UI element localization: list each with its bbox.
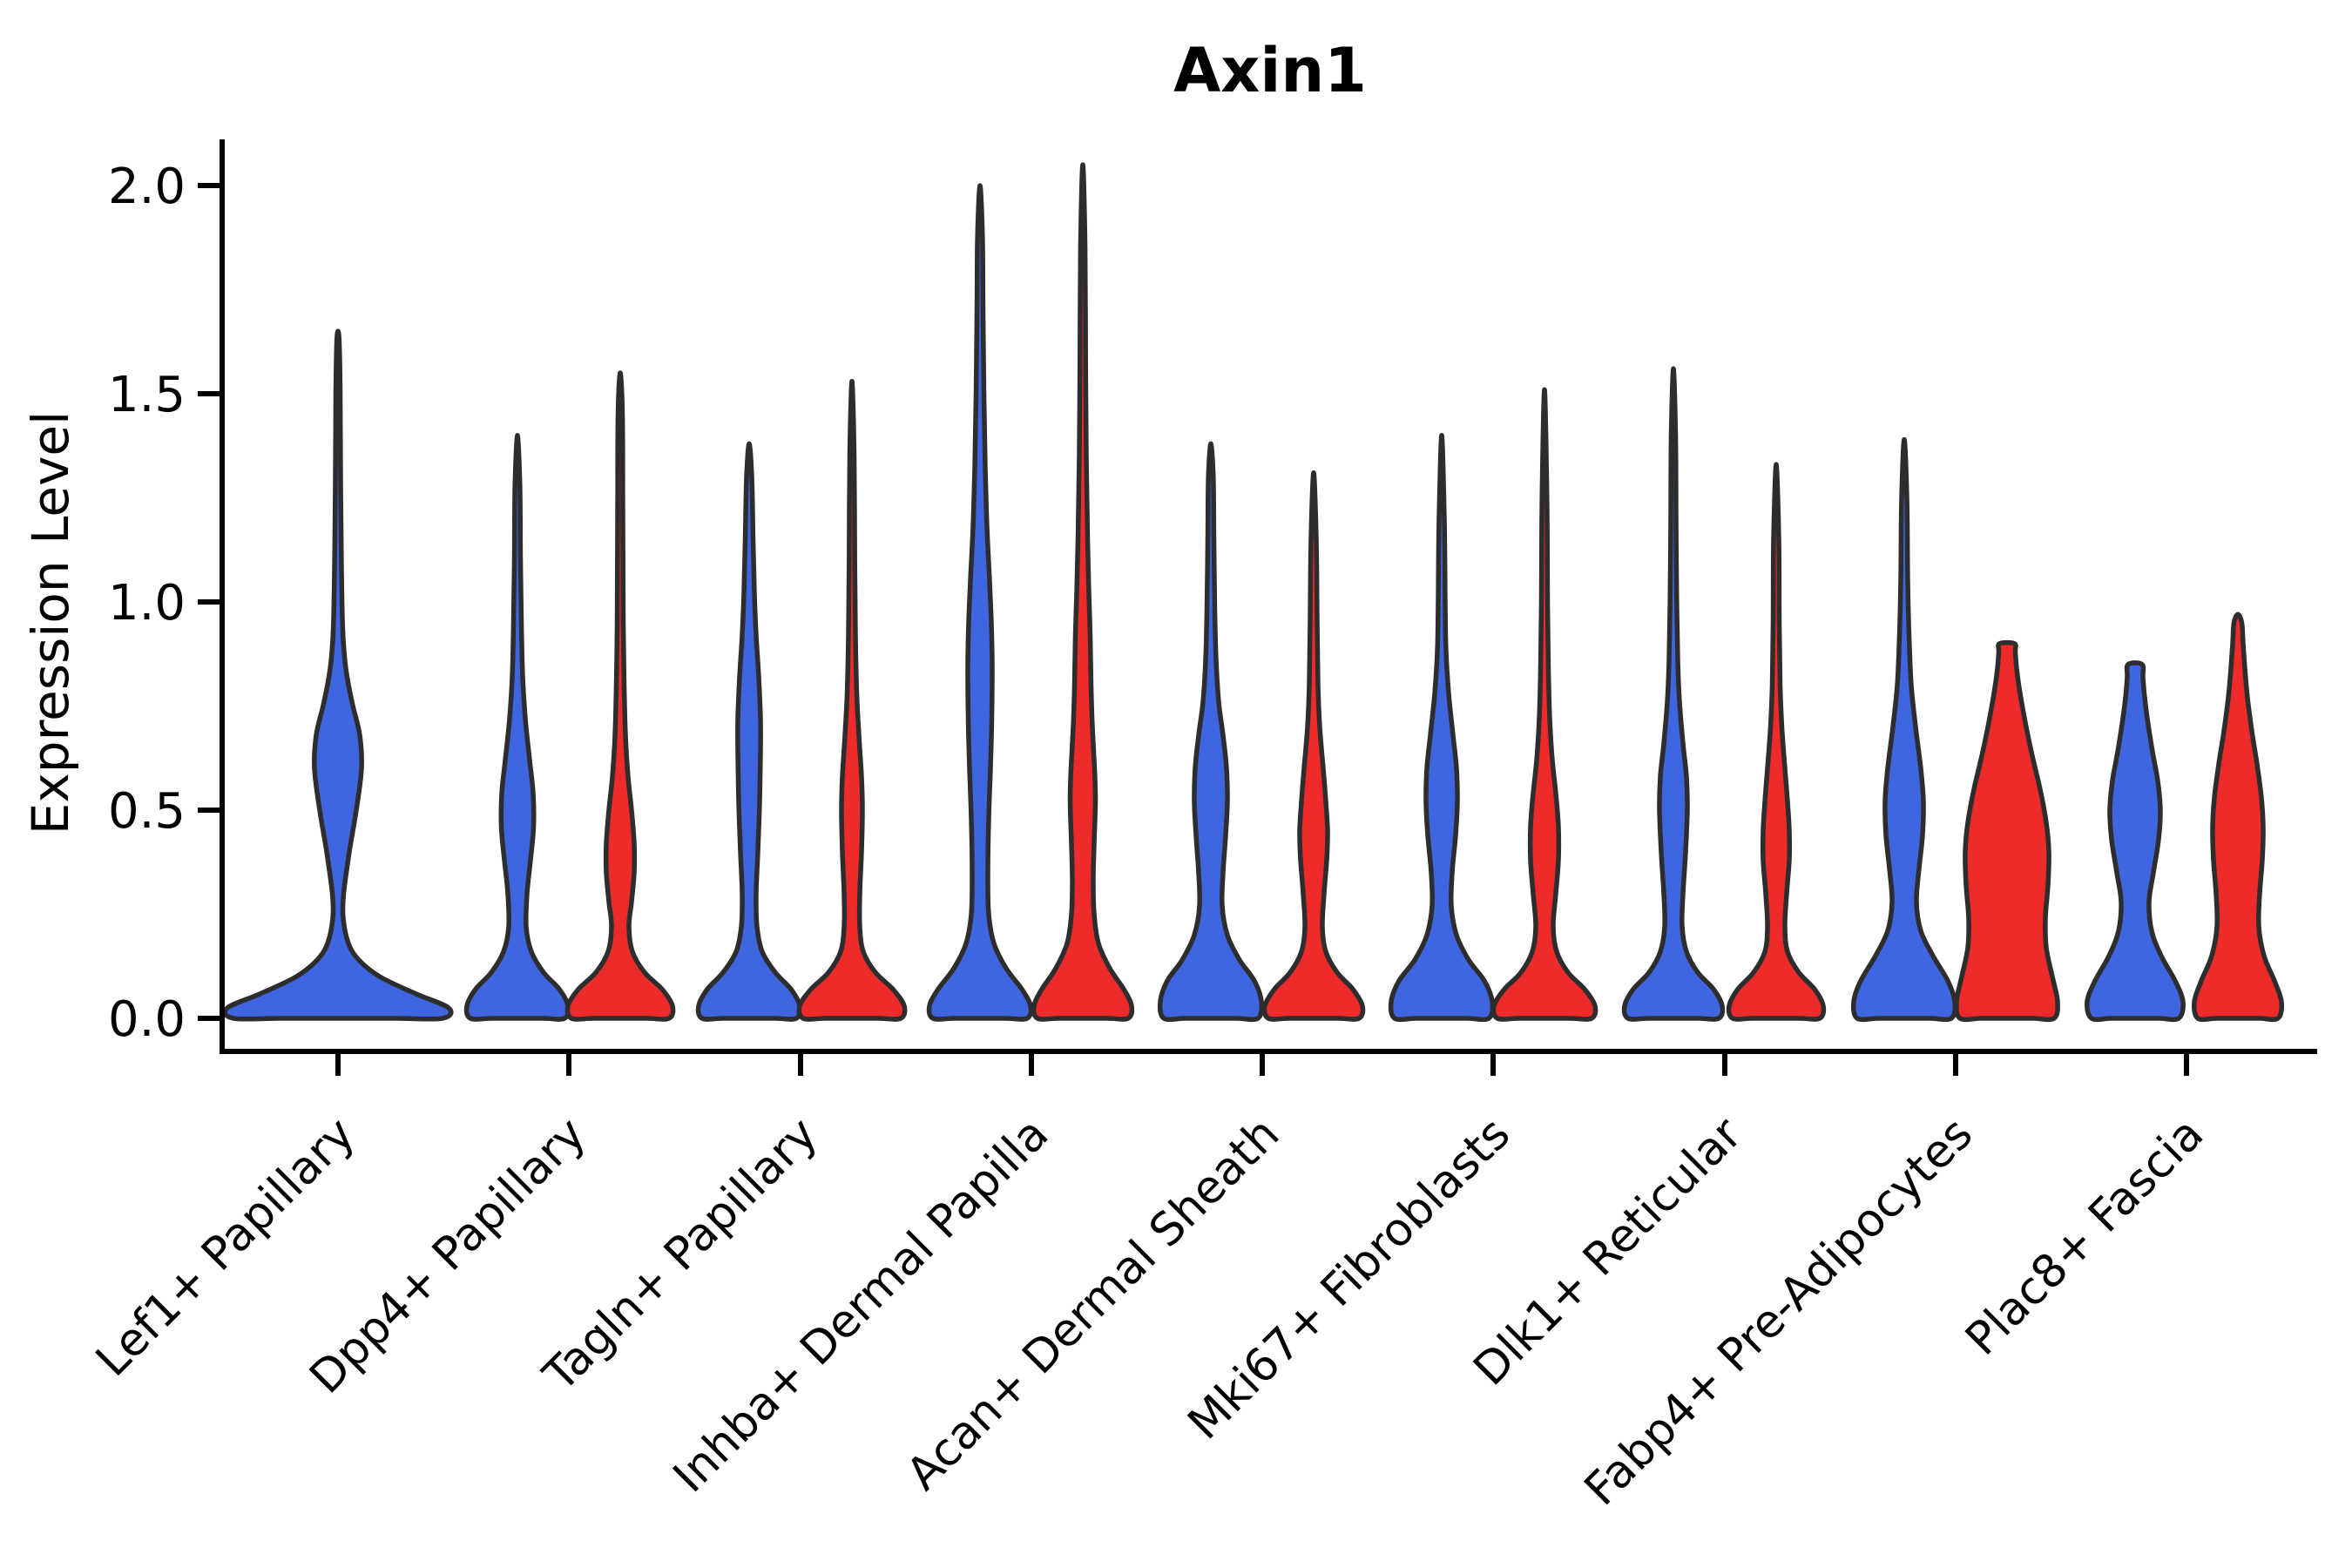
x-tick-label-fabp4-pre-adipocytes: Fabp4+ Pre-Adipocytes [1575,1108,1983,1516]
violin-blue-tagln-papillary [695,441,803,1022]
x-tick-label-inhba-dermal-papilla: Inhba+ Dermal Papilla [664,1108,1058,1503]
violin-blue-lef1-papillary [222,328,454,1022]
violin-blue-fabp4-pre-adipocytes [1850,436,1958,1023]
violin-blue-dlk1-reticular [1621,366,1726,1022]
violin-blue-inhba-dermal-papilla [926,183,1034,1022]
violin-red-fabp4-pre-adipocytes [1954,639,2060,1023]
y-axis-ticks: 0.0 0.5 1.0 1.5 2.0 [108,159,222,1048]
violin-blue-dpp4-papillary [463,433,571,1022]
y-tick-label: 0.0 [108,991,186,1048]
violin-blue-acan-dermal-sheath [1157,441,1265,1023]
violin-red-dpp4-papillary [564,370,676,1022]
violin-red-acan-dermal-sheath [1261,470,1366,1022]
plot-title: Axin1 [1173,35,1367,106]
y-tick-label: 1.5 [108,367,186,423]
violin-red-tagln-papillary [796,378,908,1022]
x-tick-label-acan-dermal-sheath: Acan+ Dermal Sheath [897,1108,1290,1501]
violin-blue-mki67-fibroblasts [1388,433,1496,1023]
violin-blue-plac8-fascia [2085,660,2186,1023]
violin-red-dlk1-reticular [1726,462,1827,1022]
violin-red-inhba-dermal-papilla [1031,162,1135,1022]
y-tick-label: 1.0 [108,575,186,632]
violin-red-mki67-fibroblasts [1490,387,1598,1022]
x-tick-label-plac8-fascia: Plac8+ Fascia [1956,1108,2213,1366]
violins-layer [222,162,2284,1023]
y-axis-label: Expression Level [21,411,80,835]
y-tick-label: 0.5 [108,783,186,840]
violin-red-plac8-fascia [2192,612,2284,1023]
y-tick-label: 2.0 [108,159,186,215]
